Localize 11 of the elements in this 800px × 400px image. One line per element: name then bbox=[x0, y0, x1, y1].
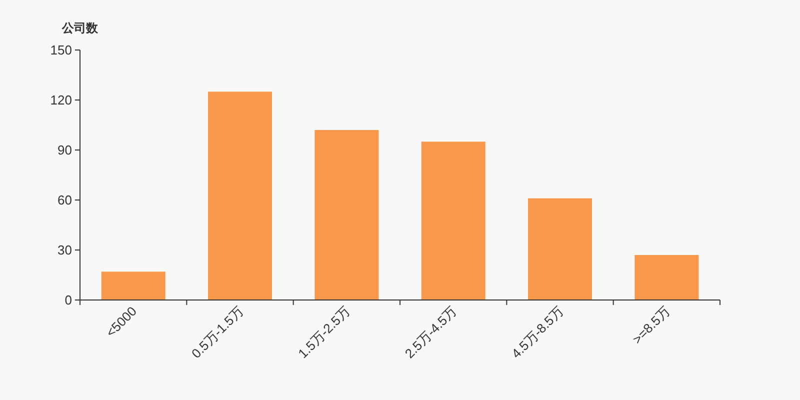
x-tick-label: 2.5万-4.5万 bbox=[402, 304, 460, 362]
y-tick-label: 90 bbox=[58, 142, 72, 158]
x-tick-label: 0.5万-1.5万 bbox=[188, 304, 246, 362]
x-tick-label: 1.5万-2.5万 bbox=[295, 304, 353, 362]
y-tick-label: 60 bbox=[58, 192, 72, 208]
y-tick-label: 30 bbox=[58, 242, 72, 258]
y-axis-title: 公司数 bbox=[61, 21, 99, 35]
y-tick-label: 120 bbox=[50, 92, 72, 108]
x-tick-label: 4.5万-8.5万 bbox=[508, 304, 566, 362]
y-tick-label: 0 bbox=[64, 292, 72, 308]
y-tick-label: 150 bbox=[50, 42, 72, 58]
